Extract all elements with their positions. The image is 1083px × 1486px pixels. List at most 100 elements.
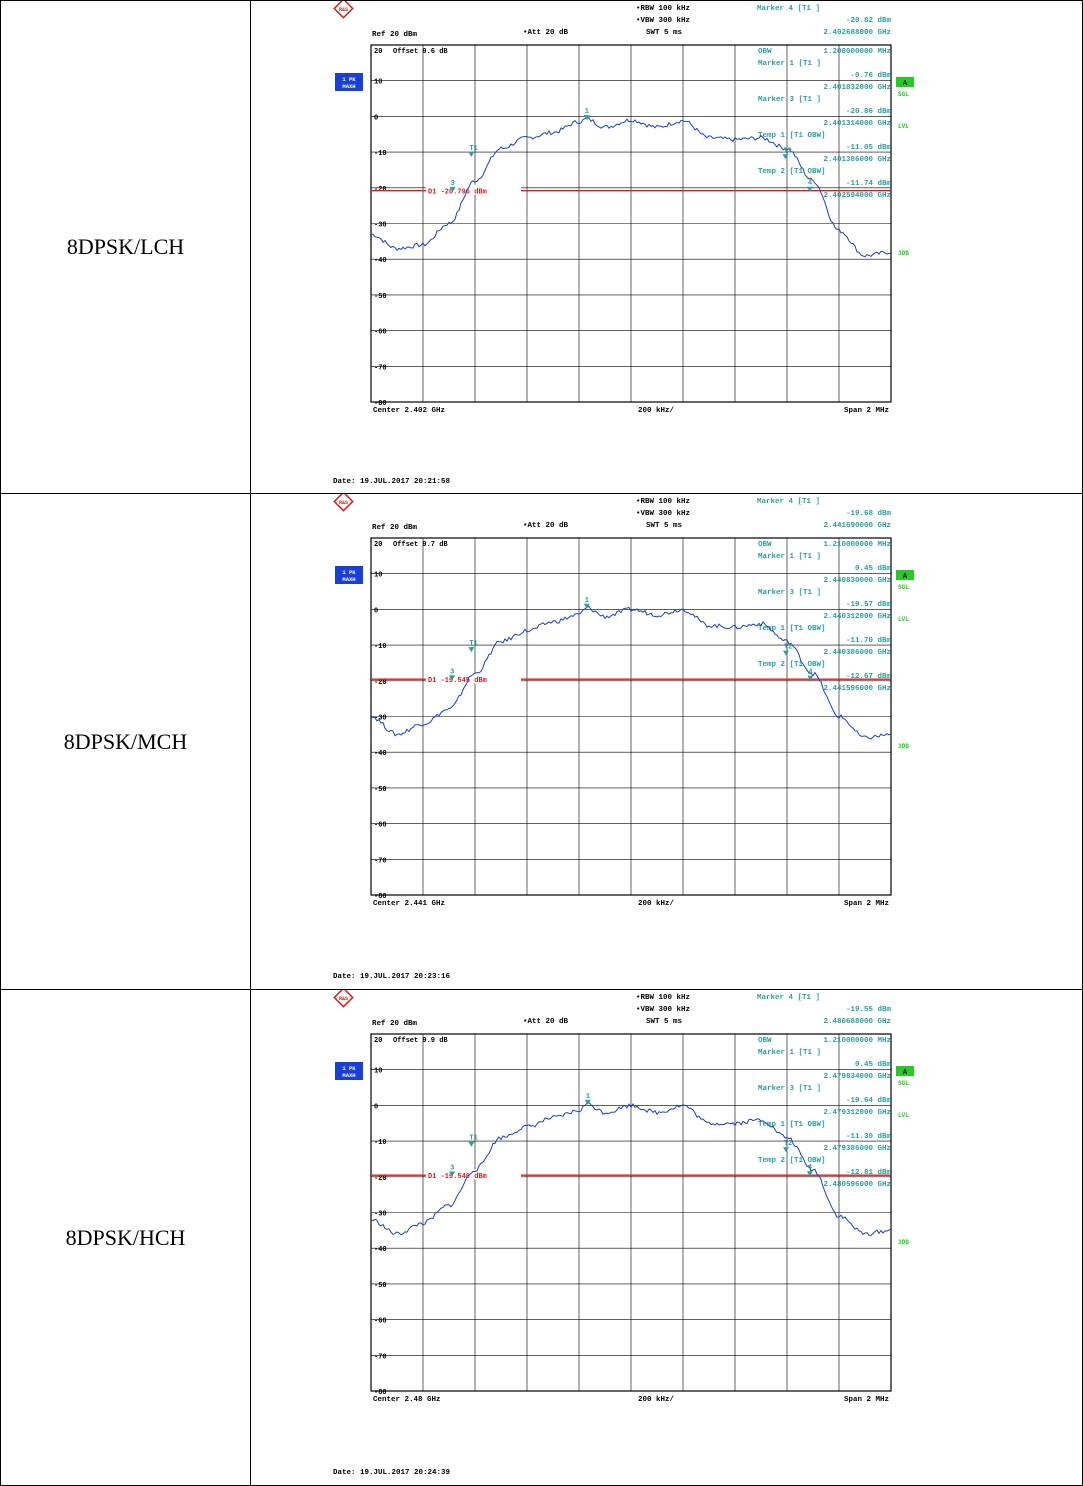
y-tick-label: -40 [374, 750, 387, 758]
marker-label: T2 [784, 644, 792, 652]
span-label: Span 2 MHz [844, 407, 889, 415]
marker1-freq: 2.479834000 GHz [823, 1073, 891, 1081]
center-freq-label: Center 2.402 GHz [373, 407, 445, 415]
center-freq-label: Center 2.48 GHz [373, 1396, 441, 1404]
y-tick-label: -80 [374, 893, 387, 901]
vbw-readout: •VBW 300 kHz [636, 1006, 690, 1014]
row-label: 8DPSK/MCH [1, 494, 251, 989]
temp1-value: -11.30 dBm [846, 1133, 892, 1141]
att-readout: •Att 20 dB [523, 522, 569, 530]
trace-badge [335, 73, 363, 91]
div-label: 200 kHz/ [638, 1396, 675, 1404]
marker-label: 4 [808, 669, 812, 677]
spectrum-analyzer-screen: R&S •RBW 100 kHz •VBW 300 kHz SWT 5 ms •Att … [333, 494, 914, 981]
obw-value: 1.208000000 MHz [823, 48, 891, 56]
marker1-freq: 2.440830000 GHz [823, 577, 891, 585]
marker3-freq: 2.479312000 GHz [823, 1109, 891, 1117]
spectrum-plot-cell: R&S •RBW 100 kHz •VBW 300 kHz SWT 5 ms •Att … [251, 990, 1082, 1485]
temp2-freq: 2.441596000 GHz [823, 685, 891, 693]
marker4-title: Marker 4 [T1 ] [757, 5, 820, 13]
swt-readout: SWT 5 ms [646, 29, 683, 37]
rohde-schwarz-logo-icon: R&S [333, 494, 354, 512]
marker-1 [583, 603, 590, 609]
temp1-freq: 2.440386000 GHz [823, 649, 891, 657]
side-lvl-label: LVL [898, 616, 909, 623]
trace-badge-line1: 1 PK [342, 569, 356, 576]
y-tick-label: -10 [374, 643, 387, 651]
marker4-title: Marker 4 [T1 ] [757, 994, 820, 1002]
y-tick-label: -60 [374, 822, 387, 830]
side-a-label: A [903, 1069, 908, 1077]
trace-badge-line2: MAXH [342, 83, 355, 90]
temp2-title: Temp 2 [T1 OBW] [758, 1157, 826, 1165]
marker4-title: Marker 4 [T1 ] [757, 498, 820, 506]
offset-readout: Offset 9.9 dB [393, 1037, 448, 1045]
y-tick-label: -30 [374, 222, 387, 230]
spectrum-plot-cell: R&S •RBW 100 kHz •VBW 300 kHz SWT 5 ms •Att … [251, 494, 1082, 989]
marker3-freq: 2.401314000 GHz [823, 120, 891, 128]
date-stamp: Date: 19.JUL.2017 20:24:39 [333, 1469, 451, 1477]
y-tick-label: -50 [374, 786, 387, 794]
side-lvl-label: LVL [898, 1112, 909, 1119]
y-tick-label: -70 [374, 857, 387, 865]
marker1-freq: 2.401832000 GHz [823, 84, 891, 92]
temp2-freq: 2.480596000 GHz [823, 1181, 891, 1189]
temp2-value: -12.67 dBm [846, 673, 892, 681]
temp1-title: Temp 1 [T1 OBW] [758, 625, 826, 633]
side-a-box [896, 570, 914, 580]
y-tick-label: 0 [374, 114, 378, 122]
side-3db-label: 3DB [898, 250, 909, 257]
date-stamp: Date: 19.JUL.2017 20:21:58 [333, 478, 451, 486]
y-tick-label: -10 [374, 150, 387, 158]
d1-label: D1 -19.545 dBm [428, 677, 487, 685]
marker-label: 4 [808, 1164, 812, 1172]
spectrum-analyzer-screen: R&S •RBW 100 kHz •VBW 300 kHz SWT 5 ms •Att … [333, 990, 914, 1477]
spectrum-trace [370, 117, 892, 258]
y-tick-label: -40 [374, 1246, 387, 1254]
marker-t2 [782, 154, 789, 160]
obw-label: OBW [758, 541, 772, 549]
ref-readout: Ref 20 dBm [372, 31, 418, 39]
y-tick-label: 10 [374, 1068, 382, 1076]
marker-label: T2 [783, 147, 791, 155]
marker-t1 [468, 151, 475, 157]
trace-badge-line2: MAXH [342, 576, 355, 583]
d1-label: D1 -20.796 dBm [428, 189, 487, 197]
marker4-freq: 2.441690000 GHz [823, 522, 891, 530]
marker-label: 1 [586, 1093, 590, 1101]
marker3-value: -20.86 dBm [846, 108, 892, 116]
span-label: Span 2 MHz [844, 1396, 889, 1404]
marker3-value: -19.64 dBm [846, 1097, 892, 1105]
marker-t1 [468, 647, 475, 653]
ref-readout: Ref 20 dBm [372, 524, 418, 532]
table-row: 8DPSK/LCH R&S •RBW 100 kHz •VBW 300 kHz SWT … [0, 0, 1083, 494]
marker-3 [449, 675, 456, 681]
marker-4 [807, 675, 814, 681]
side-3db-label: 3DB [898, 1239, 909, 1246]
marker-t2 [782, 650, 789, 656]
obw-label: OBW [758, 1037, 772, 1045]
marker3-freq: 2.440312000 GHz [823, 613, 891, 621]
logo-text: R&S [339, 500, 348, 506]
y-tick-label: -80 [374, 1389, 387, 1397]
marker3-title: Marker 3 [T1 ] [758, 96, 821, 104]
obw-value: 1.210000000 MHz [823, 541, 891, 549]
trace-badge-line1: 1 PK [342, 1065, 356, 1072]
marker3-title: Marker 3 [T1 ] [758, 1085, 821, 1093]
att-readout: •Att 20 dB [523, 29, 569, 37]
marker-label: 3 [451, 180, 455, 188]
temp2-freq: 2.402594000 GHz [823, 192, 891, 200]
y-tick-label: 20 [374, 1037, 382, 1045]
y-tick-label: -20 [374, 679, 387, 687]
spectrum-plot-cell: R&S •RBW 100 kHz •VBW 300 kHz SWT 5 ms •Att … [251, 1, 1082, 493]
marker4-value: -19.55 dBm [846, 1006, 892, 1014]
trace-badge [335, 1062, 363, 1080]
span-label: Span 2 MHz [844, 900, 889, 908]
marker-label: T1 [469, 640, 477, 648]
trace-badge-line2: MAXH [342, 1072, 355, 1079]
temp2-title: Temp 2 [T1 OBW] [758, 661, 826, 669]
div-label: 200 kHz/ [638, 407, 675, 415]
obw-label: OBW [758, 48, 772, 56]
marker4-value: -19.68 dBm [846, 510, 892, 518]
marker4-freq: 2.480688000 GHz [823, 1018, 891, 1026]
